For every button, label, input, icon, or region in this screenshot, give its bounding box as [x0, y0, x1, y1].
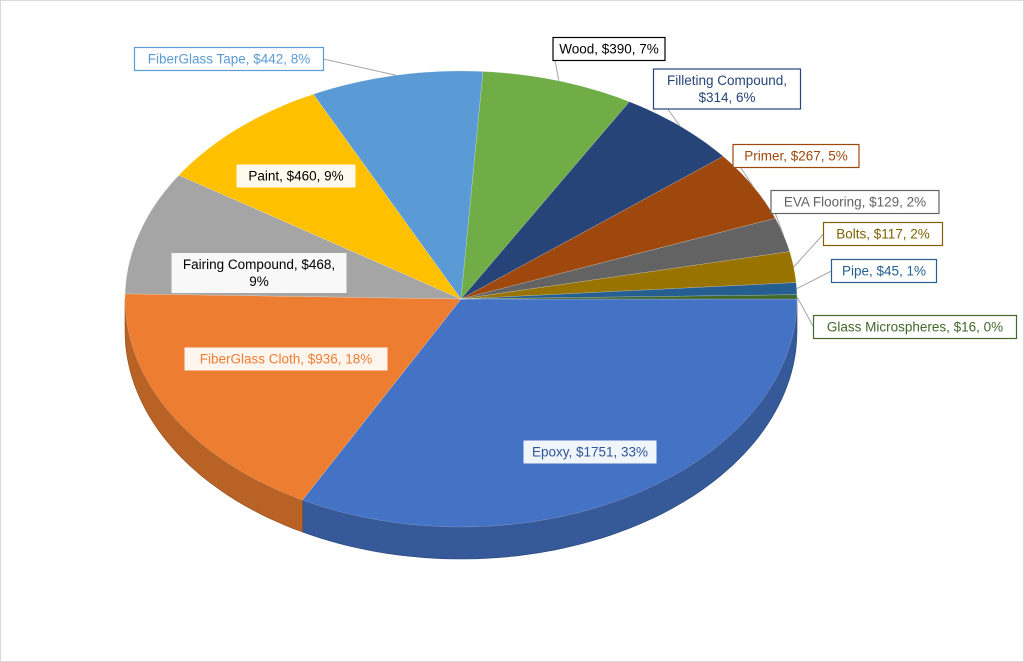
slice-glass-microspheres	[460, 294, 798, 300]
data-label-box	[184, 347, 388, 371]
slice-pipe	[460, 282, 798, 300]
data-label-box	[830, 258, 938, 284]
data-label-box	[552, 36, 666, 62]
leader-line	[796, 296, 814, 328]
data-label: Filleting Compound, $314, 6%	[667, 73, 787, 105]
data-label: Glass Microspheres, $16, 0%	[827, 320, 1003, 335]
data-label: Fairing Compound, $468, 9%	[183, 257, 335, 289]
slice-fiberglass-cloth	[124, 293, 462, 501]
data-label-box	[236, 164, 356, 188]
data-label: Paint, $460, 9%	[248, 169, 343, 184]
pie-top-faces	[124, 70, 798, 528]
data-label-box	[652, 68, 802, 110]
slice-side-fiberglass-cloth	[124, 298, 303, 533]
slice-paint	[178, 93, 462, 300]
data-label-box	[822, 221, 944, 247]
data-label: Primer, $267, 5%	[744, 149, 848, 164]
data-label: Wood, $390, 7%	[559, 42, 659, 57]
data-label: FiberGlass Tape, $442, 8%	[148, 52, 311, 67]
data-label: FiberGlass Cloth, $936, 18%	[200, 352, 373, 367]
leader-line	[323, 58, 397, 76]
data-label-box	[133, 46, 325, 72]
data-label-box	[732, 143, 860, 169]
data-label: Pipe, $45, 1%	[842, 264, 926, 279]
pie-side-walls	[124, 298, 798, 560]
data-label-box	[770, 189, 940, 215]
data-label: Epoxy, $1751, 33%	[532, 445, 648, 460]
slice-bolts	[460, 251, 797, 300]
data-label: Bolts, $117, 2%	[836, 227, 930, 242]
data-label: EVA Flooring, $129, 2%	[784, 195, 926, 210]
slice-epoxy	[302, 298, 798, 528]
data-label-box	[523, 440, 657, 464]
leader-line	[796, 270, 832, 290]
leader-line	[793, 233, 824, 268]
data-label-box	[171, 253, 347, 293]
data-labels: Epoxy, $1751, 33% FiberGlass Cloth, $936,…	[133, 36, 1018, 464]
data-label-box	[812, 314, 1018, 340]
